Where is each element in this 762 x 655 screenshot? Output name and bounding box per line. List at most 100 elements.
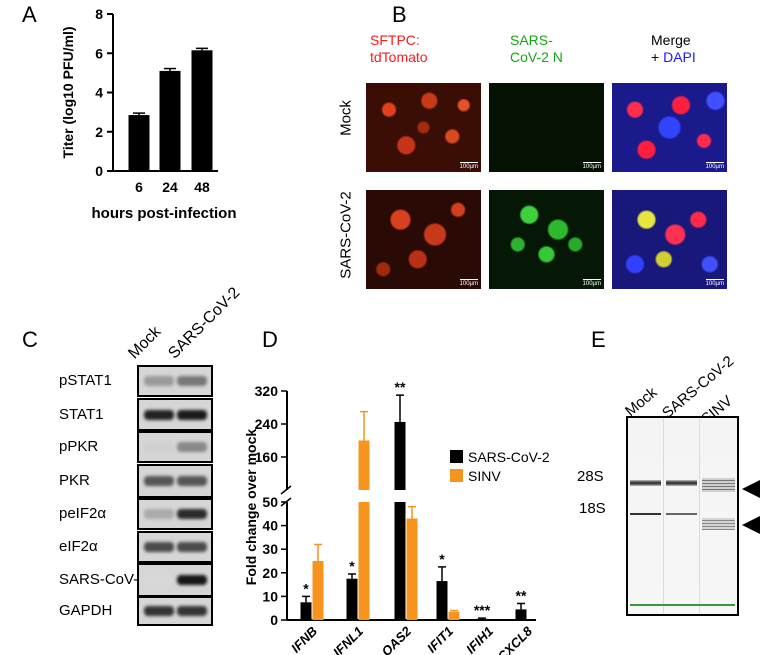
blot-band <box>144 509 174 519</box>
significance-marker: *** <box>474 602 491 618</box>
panel-b-letter: B <box>392 2 407 27</box>
blot-band <box>144 476 174 486</box>
blot-band <box>177 542 207 552</box>
panel-b-header-2-line2: CoV-2 N <box>510 49 563 65</box>
blot-strip <box>137 563 213 597</box>
panel-b-header-1-line1: SFTPC: <box>370 32 420 48</box>
panel-b-header-3-line1: Merge <box>651 32 691 48</box>
micrograph-sars-tdtomato: 100µm <box>366 190 481 289</box>
blot-band <box>177 575 207 585</box>
panel-b-row-label-mock: Mock <box>337 100 355 136</box>
blot-strip <box>137 498 213 530</box>
blot-band <box>177 409 207 420</box>
blot-strip <box>137 365 213 397</box>
legend-label: SINV <box>468 468 501 484</box>
panel-e-col-header-mock: Mock <box>622 383 661 420</box>
y-tick-label: 160 <box>255 449 279 465</box>
blot-strip <box>137 431 213 463</box>
label-18s: 18S <box>579 500 606 517</box>
y-axis-label: Titer (log10 PFU/ml) <box>60 27 76 159</box>
y-tick-label: 240 <box>255 416 279 432</box>
panel-b-header-3-line2: + DAPI <box>651 49 696 66</box>
band-18s-sars <box>666 513 697 515</box>
panel-b-header-2-line1: SARS- <box>510 32 553 48</box>
scale-bar: 100µm <box>705 162 724 170</box>
blot-strip <box>137 398 213 431</box>
significance-marker: ** <box>395 379 406 395</box>
x-tick-label: IFIH1 <box>463 624 496 655</box>
panel-b-header-3-prefix: + <box>651 49 664 65</box>
significance-marker: * <box>303 580 309 596</box>
x-tick-label: 48 <box>194 179 210 195</box>
x-axis-label: hours post-infection <box>92 205 237 222</box>
x-tick-label: 24 <box>162 179 178 195</box>
legend-swatch <box>450 469 463 482</box>
band-18s-sinv <box>702 518 735 530</box>
blot-row-label: peIF2α <box>59 505 107 522</box>
panel-c-letter: C <box>22 327 38 352</box>
y-tick-label: 50 <box>262 494 278 510</box>
panel-d-chart: 0 10 20 30 40 50 160 240 320 Fold change over moc… <box>243 379 550 655</box>
panel-d-letter: D <box>262 327 278 352</box>
arrowhead-icon <box>742 480 760 498</box>
y-tick-label: 4 <box>95 85 103 101</box>
label-28s: 28S <box>577 468 604 485</box>
y-axis-label: Fold change over mock <box>243 429 259 586</box>
x-tick-label: 6 <box>135 179 143 195</box>
band-18s-mock <box>630 513 661 515</box>
blot-strip <box>137 464 213 498</box>
band-28s-mock <box>630 480 661 486</box>
bar-sars-cov-2 <box>515 609 527 620</box>
blot-band <box>144 542 174 552</box>
arrowhead-icon <box>742 516 760 534</box>
micrograph-sars-n: 100µm <box>489 190 604 289</box>
panel-a-letter: A <box>22 2 37 27</box>
y-tick-label: 0 <box>270 612 278 628</box>
lane-divider <box>699 418 700 614</box>
blot-row-label: STAT1 <box>59 405 104 423</box>
scale-bar: 100µm <box>582 162 601 170</box>
y-tick-label: 0 <box>95 163 103 179</box>
x-tick-label: IFIT1 <box>424 624 456 655</box>
bioanalyzer-gel <box>626 416 739 616</box>
scale-bar: 100µm <box>582 279 601 287</box>
micrograph-mock-n: 100µm <box>489 83 604 172</box>
scale-bar: 100µm <box>459 279 478 287</box>
y-tick-label: 10 <box>262 588 278 604</box>
blot-band <box>144 575 174 585</box>
y-tick-label: 8 <box>95 6 103 22</box>
bar <box>128 115 150 171</box>
lane-divider <box>663 418 664 614</box>
panel-b-header-2: SARS- CoV-2 N <box>510 32 563 66</box>
x-tick-label: OAS2 <box>378 623 414 655</box>
micrograph-mock-merge: 100µm <box>612 83 727 172</box>
panel-b-header-3-dapi: DAPI <box>663 49 696 65</box>
bar-sars-cov-2 <box>394 502 406 620</box>
panel-b-header-1-line2: tdTomato <box>370 49 428 65</box>
panel-c-col-header-sars: SARS-CoV-2 <box>165 284 244 363</box>
band-28s-sars <box>666 480 697 486</box>
y-tick-label: 320 <box>255 383 279 399</box>
y-tick-label: 2 <box>95 124 103 140</box>
panel-b-row-label-sars: SARS-CoV-2 <box>337 191 355 279</box>
blot-band <box>144 442 174 452</box>
panel-b-header-3: Merge + DAPI <box>651 32 696 66</box>
blot-strip <box>137 531 213 563</box>
bar-sinv <box>312 561 324 620</box>
blot-band <box>144 409 174 420</box>
bar-sinv <box>406 518 418 620</box>
bar-sinv <box>448 611 460 620</box>
bar <box>191 50 213 171</box>
blot-row-label: eIF2α <box>59 538 98 555</box>
axis-break <box>280 485 292 495</box>
band-28s-sinv <box>702 478 735 492</box>
y-tick-label: 40 <box>262 518 278 534</box>
panel-e-letter: E <box>591 327 606 352</box>
y-tick-label: 20 <box>262 565 278 581</box>
blot-strip <box>137 596 213 626</box>
bar-sinv <box>358 502 370 620</box>
legend-swatch <box>450 450 463 463</box>
significance-marker: * <box>349 558 355 574</box>
bar-sars-cov-2 <box>394 421 406 490</box>
bar <box>159 70 181 171</box>
